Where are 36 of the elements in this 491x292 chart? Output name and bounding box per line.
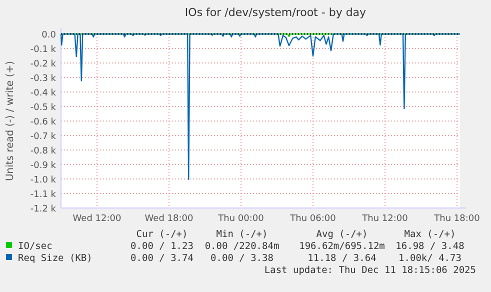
y-tick-label: -0.6 k xyxy=(30,118,57,128)
x-tick-label: Wed 12:00 xyxy=(72,214,122,224)
x-tick-label: Thu 18:00 xyxy=(433,214,480,224)
text: Min (-/+) xyxy=(216,229,268,240)
text: 0.00 / 1.23 xyxy=(130,241,194,252)
text: Cur (-/+) xyxy=(136,229,188,240)
y-tick-label: -0.2 k xyxy=(30,60,57,70)
text: Last update: Thu Dec 11 18:15:06 2025 xyxy=(264,265,476,276)
y-tick-label: -0.9 k xyxy=(30,161,57,171)
y-tick-label: -1.1 k xyxy=(30,190,57,200)
y-tick-label: -0.5 k xyxy=(30,103,57,113)
y-tick-label: -0.7 k xyxy=(30,132,57,142)
text: 11.18 / 3.64 xyxy=(308,253,377,264)
y-tick-label: 0.0 xyxy=(42,30,56,40)
text: 0.00 /220.84m xyxy=(204,241,280,252)
text: Avg (-/+) xyxy=(316,229,368,240)
text: 0.00 / 3.74 xyxy=(130,253,194,264)
legend-label: Req Size (KB) xyxy=(18,253,92,264)
legend-label: IO/sec xyxy=(18,241,52,252)
text: 196.62m/695.12m xyxy=(299,241,386,252)
text: 0.00 / 3.38 xyxy=(210,253,274,264)
text: 1.00k/ 4.73 xyxy=(398,253,462,264)
x-tick-label: Thu 12:00 xyxy=(361,214,408,224)
y-tick-label: -0.3 k xyxy=(30,74,57,84)
y-tick-label: -1.2 k xyxy=(30,204,57,214)
y-axis-title: Units read (-) / write (+) xyxy=(5,60,16,182)
y-tick-label: -0.4 k xyxy=(30,88,57,98)
text: 16.98 / 3.48 xyxy=(396,241,465,252)
x-tick-label: Thu 06:00 xyxy=(289,214,336,224)
x-tick-label: Thu 00:00 xyxy=(217,214,264,224)
text: Max (-/+) xyxy=(404,229,456,240)
y-tick-label: -0.8 k xyxy=(30,146,57,156)
chart-title: IOs for /dev/system/root - by day xyxy=(184,6,367,19)
y-tick-label: -0.1 k xyxy=(30,45,57,55)
y-tick-label: -1.0 k xyxy=(30,176,57,186)
x-tick-label: Wed 18:00 xyxy=(144,214,194,224)
